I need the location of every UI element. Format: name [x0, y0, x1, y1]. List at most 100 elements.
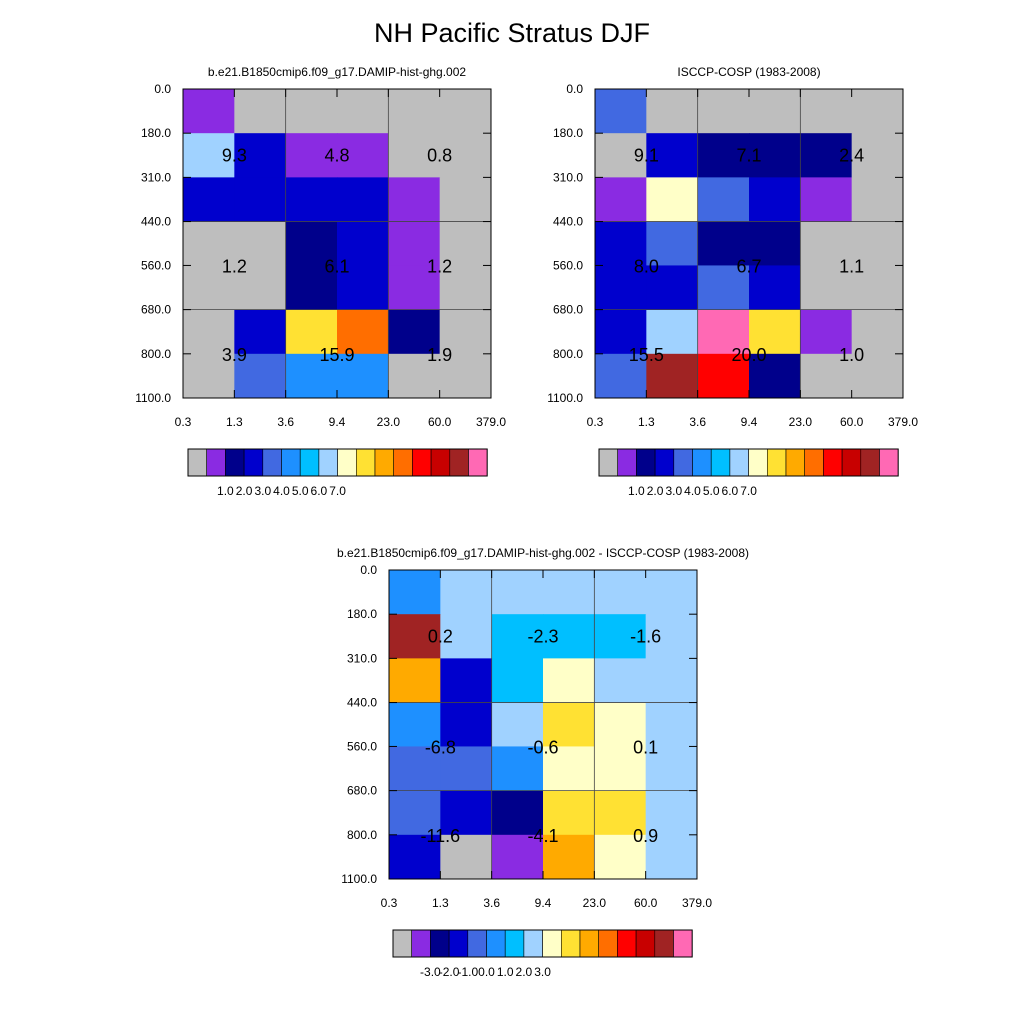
heatmap-cell — [646, 265, 699, 311]
heatmap-cell — [440, 746, 493, 792]
colorbar-box — [318, 448, 338, 477]
heatmap-cell — [697, 133, 750, 178]
cell-value-label: 1.1 — [839, 256, 864, 276]
heatmap-cell — [337, 265, 389, 311]
heatmap-cell — [595, 221, 647, 266]
colorbar-box — [374, 448, 395, 477]
colorbar-box — [766, 448, 787, 477]
y-tick-label: 1100.0 — [135, 391, 171, 405]
heatmap-cell — [645, 702, 698, 747]
x-tick-label: 0.3 — [587, 415, 604, 429]
heatmap-cell — [234, 89, 287, 134]
heatmap-cell — [594, 702, 647, 747]
heatmap-cell — [697, 89, 750, 134]
heatmap-cell — [543, 790, 595, 836]
y-tick-label: 310.0 — [553, 170, 583, 184]
heatmap-cell — [439, 353, 492, 399]
x-tick-label: 23.0 — [583, 896, 607, 910]
x-tick-label: 9.4 — [329, 415, 346, 429]
colorbar: -3.0-2.0-1.0 0.0 1.0 2.0 3.0 — [392, 929, 693, 979]
heatmap-cell — [749, 221, 801, 266]
heatmap-cell — [389, 746, 441, 792]
colorbar-box — [654, 929, 674, 958]
heatmap-cell — [851, 133, 904, 178]
heatmap-cell — [594, 790, 647, 836]
colorbar-label: 2.0 — [236, 484, 253, 498]
colorbar-box — [393, 448, 413, 477]
heatmap-cell — [389, 570, 441, 615]
colorbar: 1.0 2.0 3.0 4.0 5.0 6.0 7.0 — [598, 448, 899, 498]
heatmap-cell — [697, 177, 750, 223]
heatmap-cell — [646, 177, 699, 223]
heatmap-cell — [543, 614, 595, 659]
colorbar-box — [448, 929, 469, 958]
cell-value-label: 7.1 — [736, 145, 761, 165]
y-tick-label: 680.0 — [553, 303, 583, 317]
y-tick-label: 0.0 — [360, 563, 377, 577]
colorbar-box — [673, 448, 693, 477]
cell-value-label: -2.3 — [527, 626, 558, 646]
colorbar-box — [187, 448, 208, 477]
heatmap-cell — [800, 221, 853, 266]
heatmap-cell — [491, 570, 544, 615]
colorbar-label: -3.0 — [420, 965, 441, 979]
x-tick-label: 9.4 — [741, 415, 758, 429]
heatmap-cell — [749, 89, 801, 134]
cell-value-label: 15.5 — [629, 345, 664, 365]
heatmap-cell — [234, 265, 287, 311]
heatmap-cell — [388, 221, 441, 266]
heatmap-cell — [645, 790, 698, 836]
heatmap-cell — [491, 834, 544, 880]
heatmap-cell — [851, 89, 904, 134]
heatmap-cell — [439, 221, 492, 266]
heatmap-cell — [594, 834, 647, 880]
colorbar-label: 4.0 — [684, 484, 701, 498]
cell-value-label: 9.3 — [222, 145, 247, 165]
heatmap-cell — [183, 265, 235, 311]
heatmap-cell — [646, 221, 699, 266]
heatmap-cell — [234, 133, 287, 178]
colorbar-box — [710, 448, 731, 477]
heatmap-cell — [491, 702, 544, 747]
y-tick-label: 440.0 — [347, 696, 377, 710]
heatmap-cell — [388, 89, 441, 134]
heatmap-cell — [183, 177, 235, 223]
colorbar-box — [823, 448, 843, 477]
heatmap-cell — [595, 133, 647, 178]
heatmap-cell — [388, 177, 441, 223]
cell-value-label: 0.2 — [428, 626, 453, 646]
heatmap-cell — [645, 570, 698, 615]
colorbar-box — [598, 448, 619, 477]
y-tick-label: 560.0 — [553, 258, 583, 272]
colorbar-box — [206, 448, 226, 477]
y-tick-label: 1100.0 — [547, 391, 583, 405]
colorbar-label: 2.0 — [516, 965, 533, 979]
y-tick-label: 180.0 — [347, 607, 377, 621]
colorbar-box — [654, 448, 675, 477]
heatmap-cell — [594, 570, 647, 615]
colorbar-label: 7.0 — [740, 484, 757, 498]
cell-value-label: 8.0 — [634, 256, 659, 276]
heatmap-cell — [337, 221, 389, 266]
colorbar-box — [468, 448, 488, 477]
heatmap-cell — [697, 353, 750, 399]
heatmap-cell — [543, 702, 595, 747]
y-tick-label: 560.0 — [141, 258, 171, 272]
colorbar: 1.0 2.0 3.0 4.0 5.0 6.0 7.0 — [187, 448, 488, 498]
colorbar-label: -2.0 — [439, 965, 460, 979]
x-tick-label: 379.0 — [682, 896, 712, 910]
heatmap-cell — [439, 265, 492, 311]
heatmap-cell — [645, 614, 698, 659]
colorbar-frame — [187, 448, 488, 477]
heatmap-panel-2: ISCCP-COSP (1983-2008) 9.1 7.1 2.4 8.0 6.7 1.1… — [547, 65, 918, 498]
colorbar-label: 7.0 — [329, 484, 346, 498]
y-tick-label: 180.0 — [553, 126, 583, 140]
colorbar-label: 1.0 — [217, 484, 234, 498]
colorbar-box — [262, 448, 282, 477]
heatmap-cell — [440, 658, 493, 704]
cell-value-label: -11.6 — [420, 826, 460, 846]
heatmap-cell — [594, 614, 647, 659]
colorbar-box — [467, 929, 487, 958]
y-tick-label: 0.0 — [154, 82, 171, 96]
colorbar-box — [355, 448, 376, 477]
